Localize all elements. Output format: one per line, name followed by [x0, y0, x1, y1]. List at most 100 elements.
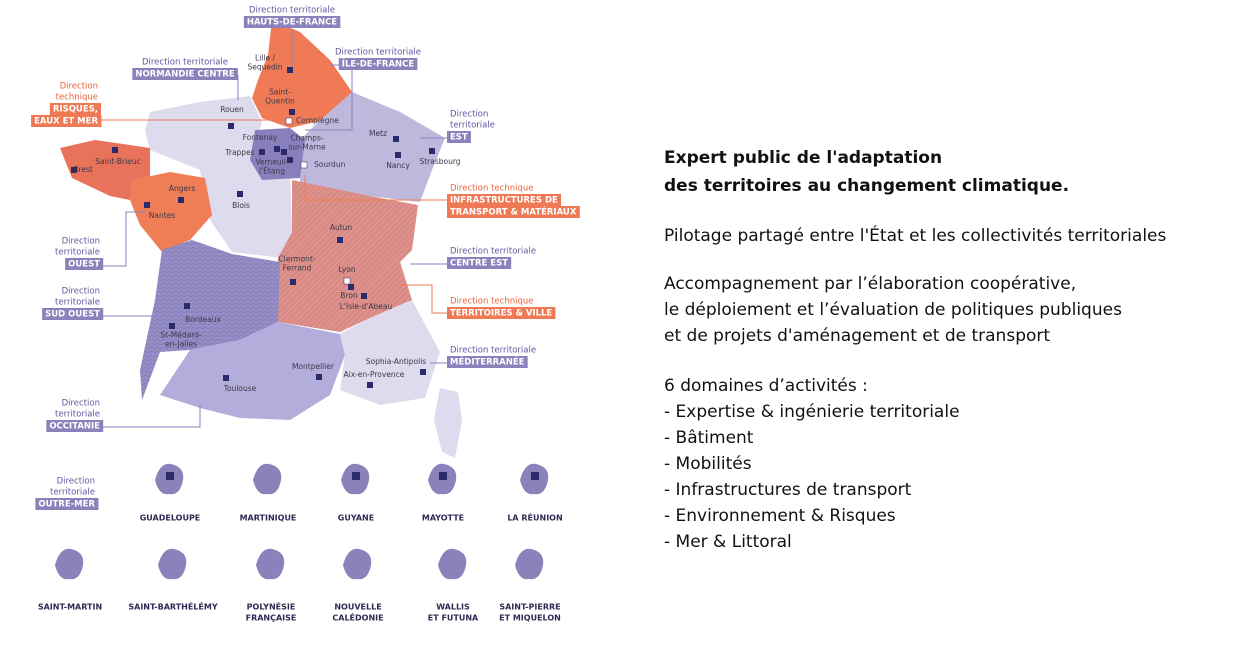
city-name: Bordeaux	[185, 315, 221, 324]
direction: Direction technique TERRITOIRES & VILLE	[447, 297, 556, 319]
city-marker	[237, 191, 243, 197]
territory-name: MAYOTTE	[422, 514, 464, 523]
city-name: Fontenay	[243, 133, 278, 142]
city-marker	[393, 136, 399, 142]
region-hauts-de-france	[252, 20, 352, 128]
direction-badge	[338, 58, 418, 70]
territory-name: SAINT-MARTIN	[38, 603, 102, 612]
cities: Lille /Sequedin Saint-Quentin Rouen Compièg…	[71, 54, 461, 393]
direction-badge	[35, 498, 99, 510]
direction-label: Direction	[450, 110, 488, 120]
leader	[102, 211, 145, 267]
territory-name: POLYNÉSIE	[247, 601, 296, 612]
city-name: Aix-en-Provence	[344, 370, 405, 379]
city-name: Verneuil-	[255, 158, 288, 167]
direction-badge	[65, 258, 104, 270]
region-ile-de-france	[250, 128, 305, 180]
city-marker	[112, 147, 118, 153]
direction-name: RISQUES,	[53, 105, 98, 115]
domain-item: - Environnement & Risques	[664, 506, 896, 526]
region-bretagne	[60, 140, 150, 200]
direction-label: territoriale	[55, 298, 100, 308]
city-name: Saint-	[269, 88, 291, 97]
direction-name: EST	[450, 133, 468, 143]
city-marker	[343, 277, 351, 285]
domain-item: - Mer & Littoral	[664, 532, 792, 552]
direction-label: Direction territoriale	[450, 247, 536, 257]
city-name: Ferrand	[283, 264, 312, 273]
direction-label: Direction territoriale	[450, 346, 536, 356]
domain-item: - Infrastructures de transport	[664, 480, 912, 500]
direction-label: territoriale	[55, 410, 100, 420]
city-name: Sourdun	[314, 160, 346, 169]
domain-item: - Bâtiment	[664, 428, 754, 448]
city-marker	[289, 109, 295, 115]
territory-name: MARTINIQUE	[240, 514, 297, 523]
direction: Direction technique INFRASTRUCTURES DETRA…	[447, 184, 580, 218]
city-marker	[287, 157, 293, 163]
region-pays-de-la-loire	[130, 172, 212, 252]
city-marker	[71, 167, 77, 173]
territory-name: LA RÉUNION	[507, 512, 562, 523]
city-name: Rouen	[220, 105, 244, 114]
city-name: sur-Marne	[288, 143, 326, 152]
city-name: Lyon	[338, 265, 356, 274]
city-name: Strasbourg	[419, 157, 460, 166]
paragraph: Pilotage partagé entre l'État et les col…	[664, 224, 1166, 246]
direction-name: HAUTS-DE-FRANCE	[247, 18, 337, 28]
direction-badge	[42, 308, 104, 320]
city-name: Autun	[330, 223, 353, 232]
territory-name: CALÉDONIE	[332, 612, 383, 623]
overseas: GUADELOUPE MARTINIQUE GUYANE MAYOTTE LA RÉUN…	[38, 463, 563, 623]
direction-badge	[31, 115, 102, 127]
territory-name: SAINT-BARTHÉLÉMY	[128, 601, 217, 612]
territory-marker	[352, 472, 360, 480]
territory-name: GUADELOUPE	[140, 514, 201, 523]
city-name: Sophia-Antipolis	[366, 357, 427, 366]
city-name: St-Médard-	[160, 331, 202, 340]
direction-badge	[447, 194, 561, 206]
direction-name: NORMANDIE CENTRE	[135, 70, 235, 80]
direction-label: territoriale	[450, 121, 495, 131]
direction-badge	[49, 103, 101, 115]
paragraph: et de projets d'aménagement et de transp…	[664, 326, 1050, 346]
directions: Direction territoriale HAUTS-DE-FRANCE Dir…	[31, 6, 580, 510]
city-name: l'Étang	[259, 167, 285, 176]
direction-label: territoriale	[50, 488, 95, 498]
territory-shape	[343, 548, 372, 580]
territory-name: SAINT-PIERRE	[499, 603, 560, 612]
direction-label: Direction	[62, 237, 100, 247]
territory-marker	[166, 472, 174, 480]
city-marker	[178, 197, 184, 203]
city-name: Brest	[73, 165, 93, 174]
city-marker	[337, 237, 343, 243]
city-name: Clermont-	[278, 255, 315, 264]
territory-name: GUYANE	[338, 514, 374, 523]
city-marker	[274, 146, 280, 152]
city-marker	[348, 284, 354, 290]
direction: Direction territoriale NORMANDIE CENTRE	[132, 58, 238, 80]
direction-label: Direction territoriale	[335, 48, 421, 58]
city-marker	[259, 149, 265, 155]
city-marker	[287, 67, 293, 73]
direction-label: Direction territoriale	[142, 58, 228, 68]
city-name: Sequedin	[247, 63, 282, 72]
city-marker	[228, 123, 234, 129]
city-name: L'Isle-d'Abeau	[340, 302, 393, 311]
direction-badge	[46, 420, 104, 432]
territory-marker	[531, 472, 539, 480]
city-name: Saint-Brieuc	[95, 157, 140, 166]
direction-label: Direction technique	[450, 184, 534, 194]
direction-name: TRANSPORT & MATÉRIAUX	[450, 206, 577, 218]
direction-badge	[447, 131, 471, 143]
direction-name: EAUX ET MER	[34, 117, 98, 127]
city-name: Lille /	[255, 54, 275, 63]
direction-badge	[447, 257, 512, 269]
direction-label: Direction territoriale	[249, 6, 335, 16]
city-marker	[169, 323, 175, 329]
